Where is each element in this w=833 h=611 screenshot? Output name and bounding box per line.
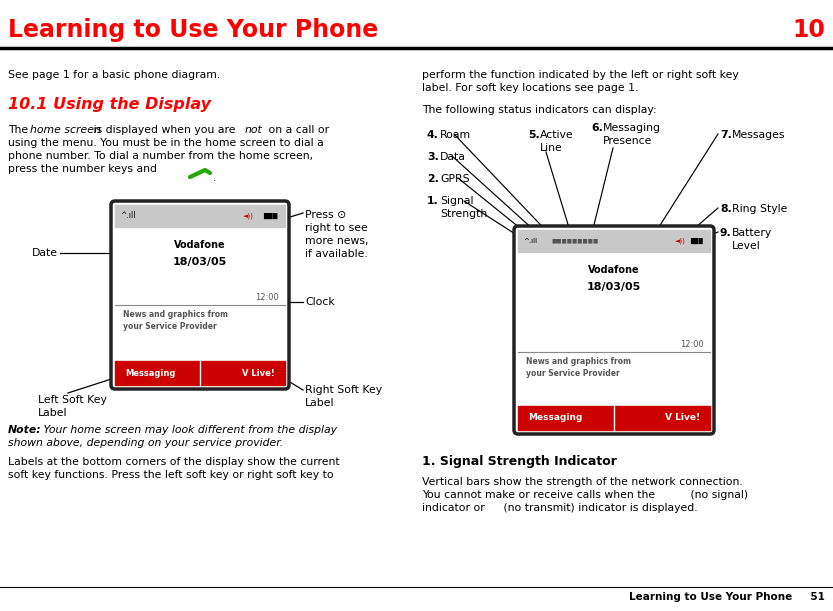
Text: ◄)): ◄)) xyxy=(675,238,686,244)
Text: 10.1 Using the Display: 10.1 Using the Display xyxy=(8,97,211,112)
Text: using the menu. You must be in the home screen to dial a: using the menu. You must be in the home … xyxy=(8,138,324,148)
Text: Date: Date xyxy=(32,248,58,258)
Text: 8.: 8. xyxy=(720,204,731,214)
Text: Data: Data xyxy=(440,152,466,162)
Text: on a call or: on a call or xyxy=(265,125,329,135)
Text: Line: Line xyxy=(540,143,563,153)
Text: home screen: home screen xyxy=(30,125,101,135)
Bar xyxy=(518,230,710,252)
Text: Messaging: Messaging xyxy=(528,414,582,422)
Text: .: . xyxy=(213,173,217,183)
Text: The following status indicators can display:: The following status indicators can disp… xyxy=(422,105,656,115)
Text: 3.: 3. xyxy=(427,152,439,162)
Text: Learning to Use Your Phone     51: Learning to Use Your Phone 51 xyxy=(629,592,825,602)
Text: See page 1 for a basic phone diagram.: See page 1 for a basic phone diagram. xyxy=(8,70,220,80)
Text: (no transmit) indicator is displayed.: (no transmit) indicator is displayed. xyxy=(500,503,697,513)
Text: ^.ıll: ^.ıll xyxy=(120,211,136,221)
Text: V Live!: V Live! xyxy=(242,368,275,378)
Text: Clock: Clock xyxy=(305,297,335,307)
Text: ███: ███ xyxy=(690,238,703,244)
Text: 2.: 2. xyxy=(427,174,439,184)
Text: press the number keys and: press the number keys and xyxy=(8,164,157,174)
Text: You cannot make or receive calls when the: You cannot make or receive calls when th… xyxy=(422,490,655,500)
Text: Messaging: Messaging xyxy=(125,368,176,378)
Text: 4.: 4. xyxy=(427,130,439,140)
Text: V Live!: V Live! xyxy=(665,414,700,422)
Text: Press ⊙: Press ⊙ xyxy=(305,210,347,220)
Text: soft key functions. Press the left soft key or right soft key to: soft key functions. Press the left soft … xyxy=(8,470,334,480)
Text: 18/03/05: 18/03/05 xyxy=(173,257,227,267)
Text: News and graphics from
your Service Provider: News and graphics from your Service Prov… xyxy=(123,310,228,331)
FancyBboxPatch shape xyxy=(111,201,289,389)
Text: Your home screen may look different from the display: Your home screen may look different from… xyxy=(40,425,337,435)
Text: if available.: if available. xyxy=(305,249,367,259)
Text: 1. Signal Strength Indicator: 1. Signal Strength Indicator xyxy=(422,455,617,468)
Text: Learning to Use Your Phone: Learning to Use Your Phone xyxy=(8,18,378,42)
Text: Vodafone: Vodafone xyxy=(174,240,226,250)
Text: Label: Label xyxy=(305,398,335,408)
Text: Messaging: Messaging xyxy=(603,123,661,133)
Text: indicator or: indicator or xyxy=(422,503,485,513)
Text: right to see: right to see xyxy=(305,223,367,233)
Text: perform the function indicated by the left or right soft key: perform the function indicated by the le… xyxy=(422,70,739,80)
Text: Roam: Roam xyxy=(440,130,471,140)
Text: ◄)): ◄)) xyxy=(243,213,254,219)
Text: label. For soft key locations see page 1.: label. For soft key locations see page 1… xyxy=(422,83,638,93)
Text: Strength: Strength xyxy=(440,209,487,219)
Text: shown above, depending on your service provider.: shown above, depending on your service p… xyxy=(8,438,283,448)
Text: phone number. To dial a number from the home screen,: phone number. To dial a number from the … xyxy=(8,151,313,161)
Text: Note:: Note: xyxy=(8,425,42,435)
Text: Right Soft Key: Right Soft Key xyxy=(305,385,382,395)
Text: 12:00: 12:00 xyxy=(255,293,279,302)
Text: 12:00: 12:00 xyxy=(681,340,704,349)
Bar xyxy=(115,361,285,385)
Text: News and graphics from
your Service Provider: News and graphics from your Service Prov… xyxy=(526,357,631,378)
Text: is displayed when you are: is displayed when you are xyxy=(90,125,239,135)
FancyBboxPatch shape xyxy=(514,226,714,434)
Text: 1.: 1. xyxy=(427,196,439,206)
Text: 9.: 9. xyxy=(720,228,731,238)
Text: The: The xyxy=(8,125,32,135)
Text: 5.: 5. xyxy=(528,130,540,140)
Text: Battery: Battery xyxy=(732,228,772,238)
Text: Level: Level xyxy=(732,241,761,251)
Text: ███: ███ xyxy=(263,213,277,219)
Text: 7.: 7. xyxy=(720,130,732,140)
Text: 10: 10 xyxy=(792,18,825,42)
Text: Messages: Messages xyxy=(732,130,786,140)
Text: 6.: 6. xyxy=(591,123,603,133)
Text: more news,: more news, xyxy=(305,236,368,246)
Text: Vodafone: Vodafone xyxy=(588,265,640,275)
Text: Label: Label xyxy=(38,408,67,418)
Text: Signal: Signal xyxy=(440,196,473,206)
Bar xyxy=(518,406,710,430)
Text: Ring Style: Ring Style xyxy=(732,204,787,214)
Text: ^.ıll: ^.ıll xyxy=(523,238,537,244)
Text: Presence: Presence xyxy=(603,136,652,146)
Text: ■■■■■■■■■: ■■■■■■■■■ xyxy=(552,238,599,244)
Text: Vertical bars show the strength of the network connection.: Vertical bars show the strength of the n… xyxy=(422,477,743,487)
Text: Left Soft Key: Left Soft Key xyxy=(38,395,107,405)
Text: GPRS: GPRS xyxy=(440,174,470,184)
Text: Active: Active xyxy=(540,130,574,140)
Bar xyxy=(115,205,285,227)
Text: 18/03/05: 18/03/05 xyxy=(587,282,641,292)
Text: Labels at the bottom corners of the display show the current: Labels at the bottom corners of the disp… xyxy=(8,457,340,467)
Text: not: not xyxy=(245,125,262,135)
Text: (no signal): (no signal) xyxy=(687,490,748,500)
